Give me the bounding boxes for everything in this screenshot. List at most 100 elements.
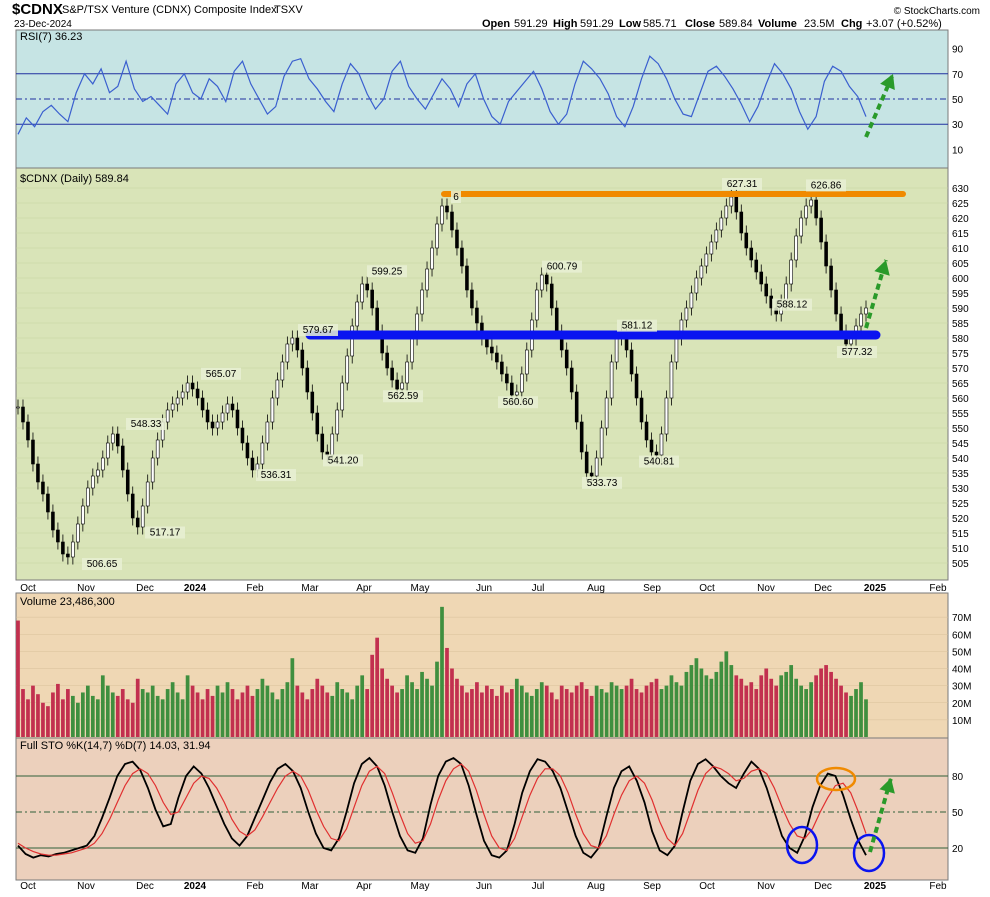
- price-candle: [824, 241, 828, 267]
- rsi-tick-label: 90: [952, 45, 964, 56]
- price-candle: [864, 307, 868, 315]
- price-candle: [315, 412, 320, 435]
- price-candle: [16, 406, 20, 409]
- volume-bar: [330, 695, 335, 737]
- x-axis-month-label: Dec: [814, 881, 832, 892]
- volume-bar: [36, 694, 40, 737]
- price-candle: [539, 274, 544, 291]
- price-tick-label: 540: [952, 454, 969, 465]
- price-annotation: 541.20: [328, 455, 359, 466]
- volume-bar: [574, 685, 579, 737]
- stochastic-chart: 20 50 80: [16, 756, 964, 873]
- volume-bar: [185, 675, 190, 737]
- volume-bar: [659, 689, 664, 737]
- volume-bar: [839, 685, 843, 737]
- volume-bar: [644, 685, 649, 737]
- sto-blue-circle: [785, 825, 819, 865]
- price-candle: [120, 445, 125, 471]
- price-candle: [370, 289, 374, 309]
- volume-bar: [524, 692, 529, 737]
- price-candle: [280, 361, 285, 381]
- price-candle: [699, 265, 704, 279]
- volume-bar: [340, 689, 345, 737]
- price-annotation-bg: [498, 396, 538, 409]
- volume-tick-label: 70M: [952, 613, 971, 624]
- price-tick-label: 545: [952, 439, 969, 450]
- price-tick-label: 625: [952, 199, 969, 210]
- price-annotation: 517.17: [150, 527, 181, 538]
- volume-bar: [395, 692, 399, 737]
- x-axis-month-label: 2025: [864, 881, 887, 892]
- rsi-chart: 10 30 50 70 90: [16, 45, 964, 156]
- price-candle: [165, 409, 170, 423]
- price-annotation-bg: [82, 558, 122, 571]
- price-tick-label: 520: [952, 514, 969, 525]
- high-label: High: [553, 18, 578, 30]
- x-axis-month-label: Sep: [643, 583, 661, 594]
- price-candle: [350, 325, 354, 357]
- green-arrow-head: [874, 260, 890, 276]
- sto-blue-circle: [852, 833, 886, 873]
- price-candle: [669, 361, 674, 399]
- volume-bar: [365, 689, 370, 737]
- price-annotation-bg: [451, 191, 461, 203]
- volume-bar: [115, 695, 120, 737]
- volume-bar: [819, 668, 823, 737]
- chg-value: +3.07 (+0.52%): [866, 18, 942, 30]
- price-candle: [764, 283, 769, 297]
- volume-bar: [554, 699, 559, 737]
- volume-bar: [669, 675, 674, 737]
- volume-bar: [509, 689, 514, 737]
- volume-bar: [709, 678, 714, 737]
- x-axis-month-label: Oct: [20, 881, 36, 892]
- x-axis-month-label: Aug: [587, 583, 605, 594]
- volume-bar: [66, 689, 70, 737]
- volume-bar: [499, 685, 504, 737]
- price-candle: [804, 205, 808, 219]
- price-annotation-bg: [383, 390, 423, 403]
- volume-bar: [255, 689, 260, 737]
- price-annotation-bg: [367, 265, 407, 278]
- price-candle: [320, 433, 325, 453]
- price-candle: [834, 289, 838, 315]
- high-value: 591.29: [580, 18, 614, 30]
- price-candle: [86, 487, 90, 507]
- price-candle: [190, 382, 195, 390]
- volume-bar: [649, 682, 654, 737]
- volume-bar: [390, 685, 394, 737]
- price-candle: [649, 439, 654, 453]
- price-annotation: 627.31: [727, 179, 758, 190]
- price-candle: [290, 337, 295, 345]
- price-candle: [140, 505, 145, 528]
- volume-bar: [739, 678, 744, 737]
- rsi-tick-label: 70: [952, 70, 964, 81]
- price-candle: [360, 283, 364, 303]
- volume-bar: [290, 658, 295, 737]
- price-candle: [544, 274, 549, 285]
- price-candle: [230, 403, 235, 411]
- price-annotation-bg: [617, 319, 657, 332]
- price-candle: [609, 361, 614, 399]
- volume-bar: [569, 692, 574, 737]
- price-annotation: 548.33: [131, 419, 162, 430]
- price-candle: [225, 403, 230, 414]
- price-candle: [210, 421, 215, 429]
- price-candle: [195, 388, 200, 399]
- price-annotation: 565.07: [206, 369, 237, 380]
- volume-bar: [754, 689, 759, 737]
- volume-bar: [385, 678, 389, 737]
- price-candle: [534, 289, 539, 321]
- volume-bar: [140, 689, 145, 737]
- price-tick-label: 595: [952, 289, 969, 300]
- volume-bar: [724, 651, 729, 737]
- rsi-tick-label: 50: [952, 95, 964, 106]
- x-axis-month-label: Nov: [757, 583, 775, 594]
- rsi-title: RSI(7) 36.23: [20, 31, 82, 43]
- volume-bar: [95, 699, 100, 737]
- volume-bar: [425, 678, 429, 737]
- price-tick-label: 610: [952, 244, 969, 255]
- price-candle: [150, 457, 155, 483]
- volume-bar: [410, 682, 414, 737]
- volume-tick-label: 30M: [952, 682, 971, 693]
- price-candle: [260, 442, 265, 465]
